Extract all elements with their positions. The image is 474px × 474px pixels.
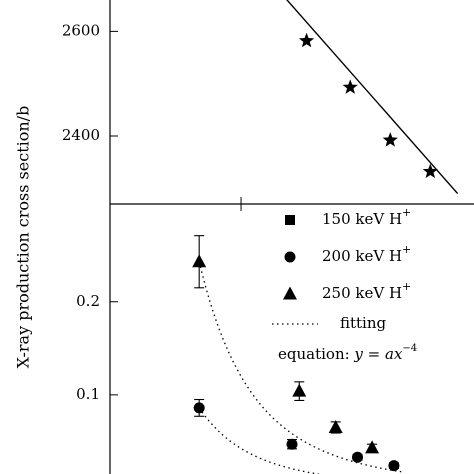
legend-label-sup: + xyxy=(402,243,411,256)
top-fit-line xyxy=(286,0,459,195)
bottom-point-circle xyxy=(286,438,298,450)
bottom-point-triangle xyxy=(192,254,207,268)
fit-curve-0 xyxy=(198,407,322,474)
bottom-point-triangle xyxy=(292,383,307,397)
y-axis-label: X-ray production cross section/b xyxy=(14,106,33,369)
legend-marker-square xyxy=(285,215,295,225)
top-point-star xyxy=(382,132,398,147)
legend-label: 200 keV H+ xyxy=(322,243,411,265)
bottom-panel: 0.1 0.2 xyxy=(76,204,402,474)
legend-marker-triangle xyxy=(283,286,297,300)
bottom-point-circle xyxy=(388,460,400,472)
top-ytick-label: 2400 xyxy=(62,126,100,144)
bottom-point-circle xyxy=(193,402,205,414)
top-point-star xyxy=(422,163,438,179)
legend-label: 150 keV H+ xyxy=(322,206,411,228)
legend-fit-label: fitting xyxy=(340,314,387,332)
bottom-point-circle xyxy=(352,451,364,463)
bottom-point-triangle xyxy=(365,440,380,454)
legend-label-sup: + xyxy=(402,280,411,293)
legend-label-sup: + xyxy=(402,206,411,219)
top-ytick-label: 2600 xyxy=(62,21,100,39)
bottom-point-triangle xyxy=(328,419,343,433)
bottom-ytick-label: 0.1 xyxy=(76,385,100,403)
bottom-ytick-label: 0.2 xyxy=(76,292,100,310)
top-point-star xyxy=(298,32,315,48)
legend: 150 keV H+ 200 keV H+ 250 keV H+ fitting equ… xyxy=(272,206,417,363)
legend-equation: equation: y = ax−4 xyxy=(278,343,417,364)
legend-label: 250 keV H+ xyxy=(322,280,411,302)
fit-curve-1 xyxy=(198,261,402,473)
legend-marker-circle xyxy=(284,251,296,263)
top-point-star xyxy=(342,79,358,94)
top-panel: 2400 2600 xyxy=(62,0,459,204)
